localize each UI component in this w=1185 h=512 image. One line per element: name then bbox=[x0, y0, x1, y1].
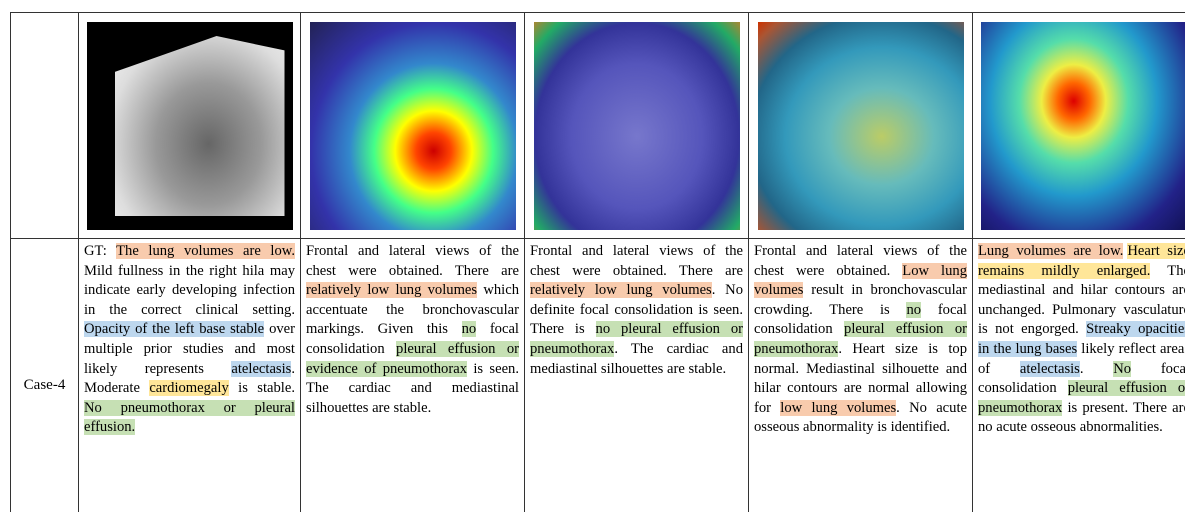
report-cell: Frontal and lateral views of the chest w… bbox=[301, 239, 525, 512]
highlight: no bbox=[462, 321, 477, 337]
empty-cell bbox=[11, 13, 79, 239]
text: Frontal and lateral views of the chest w… bbox=[306, 243, 519, 279]
report-cell: Frontal and lateral views of the chest w… bbox=[525, 239, 749, 512]
text: Mild fullness in the right hila may indi… bbox=[84, 263, 295, 318]
image-cell bbox=[973, 13, 1185, 239]
highlight: atelectasis bbox=[231, 361, 291, 377]
text-row: Case-4 GT: The lung volumes are low. Mil… bbox=[11, 239, 1185, 512]
highlight: low lung volumes bbox=[780, 400, 896, 416]
image-row bbox=[11, 13, 1185, 239]
highlight: no bbox=[906, 302, 921, 318]
page: Case-4 GT: The lung volumes are low. Mil… bbox=[0, 0, 1185, 512]
results-table: Case-4 GT: The lung volumes are low. Mil… bbox=[10, 12, 1185, 512]
image-cell bbox=[525, 13, 749, 239]
case-label: Case-4 bbox=[11, 239, 79, 512]
text: Frontal and lateral views of the chest w… bbox=[530, 243, 743, 279]
highlight: relatively low lung volumes bbox=[306, 282, 477, 298]
highlight: Opacity of the left base stable bbox=[84, 321, 264, 337]
highlight: atelectasis bbox=[1020, 361, 1080, 377]
highlight: No pneumothorax or pleural effusion. bbox=[84, 400, 295, 436]
heatmap-image bbox=[758, 22, 964, 230]
heatmap-image bbox=[310, 22, 516, 230]
text: is stable. bbox=[229, 380, 295, 396]
report-cell: Frontal and lateral views of the chest w… bbox=[749, 239, 973, 512]
text: GT: bbox=[84, 243, 116, 259]
highlight: cardiomegaly bbox=[149, 380, 228, 396]
xray-image bbox=[87, 22, 293, 230]
image-cell bbox=[79, 13, 301, 239]
heatmap-image bbox=[534, 22, 740, 230]
image-cell bbox=[749, 13, 973, 239]
text: . bbox=[1080, 361, 1113, 377]
table-wrap: Case-4 GT: The lung volumes are low. Mil… bbox=[10, 12, 1185, 512]
highlight: The lung volumes are low. bbox=[116, 243, 295, 259]
highlight: No bbox=[1113, 361, 1131, 377]
highlight: relatively low lung volumes bbox=[530, 282, 712, 298]
report-cell: GT: The lung volumes are low. Mild fulln… bbox=[79, 239, 301, 512]
image-cell bbox=[301, 13, 525, 239]
highlight: Lung volumes are low. bbox=[978, 243, 1123, 259]
heatmap-image bbox=[981, 22, 1185, 230]
report-cell: Lung volumes are low.Heart size remains … bbox=[973, 239, 1185, 512]
